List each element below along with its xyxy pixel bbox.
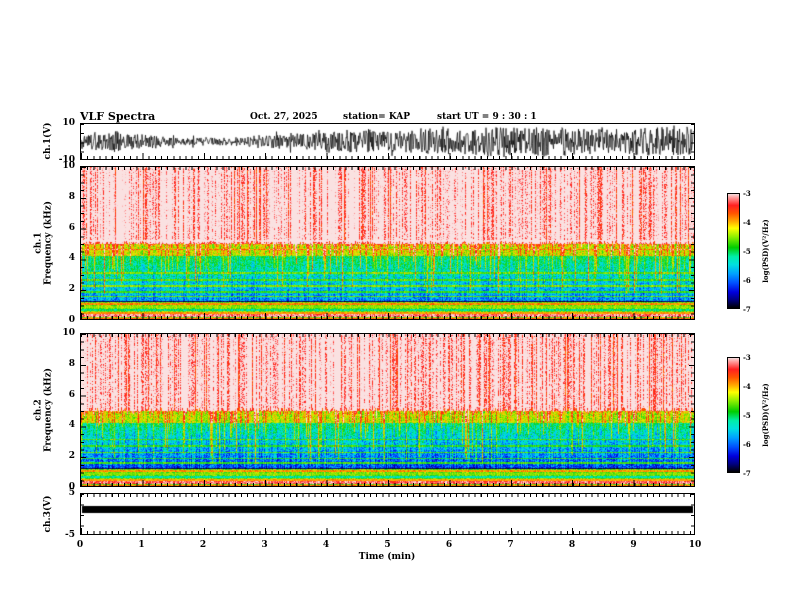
ch2-frequency-axis-label-line1: ch.2 [33, 399, 44, 421]
colorbar-ch2-tick-label: -6 [743, 440, 751, 449]
plot-title: VLF Spectra [80, 110, 156, 123]
ch1-frequency-tick-label: 2 [68, 284, 75, 295]
time-tick-label: 5 [384, 540, 391, 550]
ch2-frequency-tick-label: 4 [68, 420, 75, 431]
plot-date: Oct. 27, 2025 [250, 112, 318, 122]
ch1-frequency-axis-label: ch.1 Frequency (kHz) [34, 201, 55, 285]
ch3-voltage-tick-label: -5 [65, 530, 75, 540]
time-tick-label: 3 [261, 540, 268, 550]
colorbar-ch1-tick-label: -4 [743, 218, 751, 227]
colorbar-gradient [728, 194, 739, 308]
time-tick-label: 8 [568, 540, 576, 550]
time-tick-label: 4 [322, 540, 330, 550]
ch2-spectrogram-canvas [81, 334, 694, 486]
ch1-frequency-tick-label: 6 [68, 222, 75, 233]
time-tick-label: 9 [630, 540, 637, 550]
ch1-spectrogram-canvas [81, 167, 694, 319]
colorbar-gradient [728, 358, 739, 472]
ch3-waveform-canvas [81, 494, 694, 534]
colorbar-ch2-tick-label: -7 [743, 469, 751, 478]
ch2-frequency-axis-label-line2: Frequency (kHz) [44, 367, 54, 453]
time-tick-label: 6 [445, 540, 453, 550]
time-tick-label: 7 [507, 540, 514, 550]
ch2-spectrogram-panel [80, 333, 695, 487]
ch1-voltage-tick-label: -10 [58, 155, 75, 165]
ch2-frequency-tick-label: 6 [68, 389, 75, 400]
time-axis-label: Time (min) [358, 552, 416, 562]
ch3-waveform-panel [80, 493, 695, 535]
ch1-frequency-tick-label: 10 [62, 161, 75, 171]
start-ut-label: start UT = 9 : 30 : 1 [437, 112, 537, 122]
colorbar-ch2-tick-label: -3 [743, 353, 751, 362]
time-tick-label: 10 [688, 540, 702, 550]
time-tick-label: 1 [138, 540, 145, 550]
ch1-spectrogram-panel [80, 166, 695, 320]
ch1-frequency-axis-label-line2: Frequency (kHz) [44, 200, 54, 286]
ch1-frequency-tick-label: 8 [68, 191, 75, 202]
colorbar-ch1-tick-label: -3 [743, 189, 751, 198]
ch2-frequency-axis-label: ch.2 Frequency (kHz) [34, 368, 55, 452]
colorbar-ch1-tick-label: -7 [743, 305, 751, 314]
station-label: station= KAP [343, 112, 411, 122]
ch1-voltage-tick-label: 10 [62, 118, 75, 128]
ch1-frequency-tick-label: 0 [68, 315, 75, 325]
ch2-frequency-tick-label: 8 [68, 358, 75, 369]
ch1-frequency-axis-label-line1: ch.1 [33, 232, 44, 254]
ch2-frequency-tick-label: 0 [68, 482, 75, 492]
ch3-voltage-tick-label: 5 [68, 488, 75, 498]
colorbar-ch1-tick-label: -5 [743, 247, 751, 256]
ch1-waveform-canvas [81, 124, 694, 159]
ch2-frequency-tick-label: 2 [68, 451, 75, 462]
ch2-frequency-tick-label: 10 [62, 328, 75, 338]
ch1-waveform-panel [80, 123, 695, 160]
colorbar-ch2-label: log(PSD)(V²/Hz) [760, 383, 770, 447]
ch1-voltage-axis-label: ch.1(V) [42, 122, 53, 160]
time-tick-label: 2 [199, 540, 207, 550]
time-tick-label: 0 [76, 540, 84, 550]
colorbar-ch2-tick-label: -5 [743, 411, 751, 420]
ch3-voltage-axis-label: ch.3(V) [42, 495, 53, 533]
colorbar-ch2 [727, 357, 740, 473]
colorbar-ch1 [727, 193, 740, 309]
ch1-frequency-tick-label: 4 [68, 253, 75, 264]
colorbar-ch2-tick-label: -4 [743, 382, 751, 391]
colorbar-ch1-tick-label: -6 [743, 276, 751, 285]
colorbar-ch1-label: log(PSD)(V²/Hz) [760, 219, 770, 283]
